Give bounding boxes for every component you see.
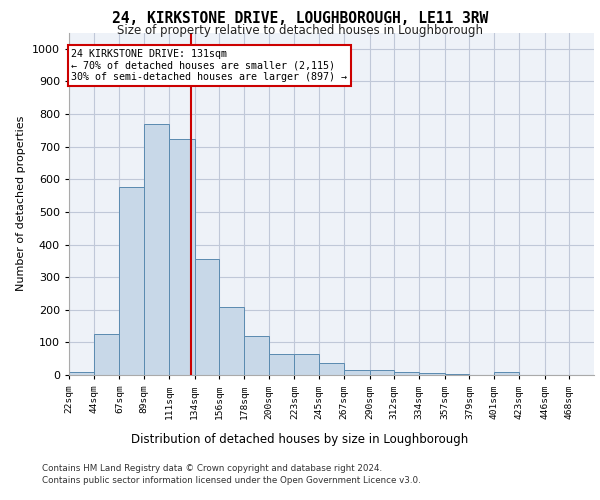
Bar [169, 138, 194, 375]
Bar [295, 354, 319, 375]
Text: Contains public sector information licensed under the Open Government Licence v3: Contains public sector information licen… [42, 476, 421, 485]
Text: Size of property relative to detached houses in Loughborough: Size of property relative to detached ho… [117, 24, 483, 37]
Bar [94, 334, 119, 375]
Bar [194, 259, 220, 375]
Bar [69, 372, 94, 375]
Bar [119, 188, 144, 375]
Bar [419, 374, 445, 375]
Text: Contains HM Land Registry data © Crown copyright and database right 2024.: Contains HM Land Registry data © Crown c… [42, 464, 382, 473]
Y-axis label: Number of detached properties: Number of detached properties [16, 116, 26, 292]
Bar [494, 372, 519, 375]
Bar [445, 374, 469, 375]
Bar [220, 306, 244, 375]
Bar [370, 370, 394, 375]
Bar [244, 336, 269, 375]
Bar [344, 370, 370, 375]
Text: 24 KIRKSTONE DRIVE: 131sqm
← 70% of detached houses are smaller (2,115)
30% of s: 24 KIRKSTONE DRIVE: 131sqm ← 70% of deta… [71, 49, 347, 82]
Bar [269, 354, 295, 375]
Text: Distribution of detached houses by size in Loughborough: Distribution of detached houses by size … [131, 432, 469, 446]
Text: 24, KIRKSTONE DRIVE, LOUGHBOROUGH, LE11 3RW: 24, KIRKSTONE DRIVE, LOUGHBOROUGH, LE11 … [112, 11, 488, 26]
Bar [319, 362, 344, 375]
Bar [394, 372, 419, 375]
Bar [144, 124, 169, 375]
